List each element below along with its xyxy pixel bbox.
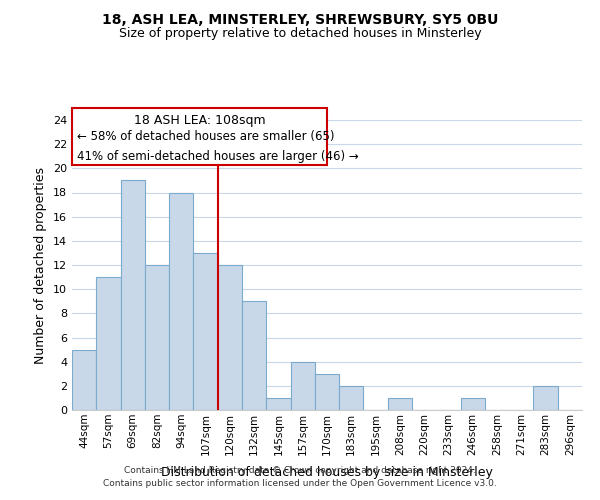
Text: 41% of semi-detached houses are larger (46) →: 41% of semi-detached houses are larger (… [77, 150, 359, 164]
Text: Contains HM Land Registry data © Crown copyright and database right 2024.
Contai: Contains HM Land Registry data © Crown c… [103, 466, 497, 487]
Bar [266, 398, 290, 410]
Text: Size of property relative to detached houses in Minsterley: Size of property relative to detached ho… [119, 28, 481, 40]
Text: ← 58% of detached houses are smaller (65): ← 58% of detached houses are smaller (65… [77, 130, 335, 143]
Text: 18 ASH LEA: 108sqm: 18 ASH LEA: 108sqm [134, 114, 265, 127]
FancyBboxPatch shape [72, 108, 327, 165]
Bar [145, 265, 169, 410]
Bar [339, 386, 364, 410]
Bar [388, 398, 412, 410]
Bar [193, 253, 218, 410]
Y-axis label: Number of detached properties: Number of detached properties [34, 166, 47, 364]
Bar [242, 301, 266, 410]
Bar [533, 386, 558, 410]
Bar [461, 398, 485, 410]
Bar [290, 362, 315, 410]
Bar [72, 350, 96, 410]
X-axis label: Distribution of detached houses by size in Minsterley: Distribution of detached houses by size … [161, 466, 493, 479]
Text: 18, ASH LEA, MINSTERLEY, SHREWSBURY, SY5 0BU: 18, ASH LEA, MINSTERLEY, SHREWSBURY, SY5… [102, 12, 498, 26]
Bar [169, 192, 193, 410]
Bar [96, 277, 121, 410]
Bar [121, 180, 145, 410]
Bar [315, 374, 339, 410]
Bar [218, 265, 242, 410]
